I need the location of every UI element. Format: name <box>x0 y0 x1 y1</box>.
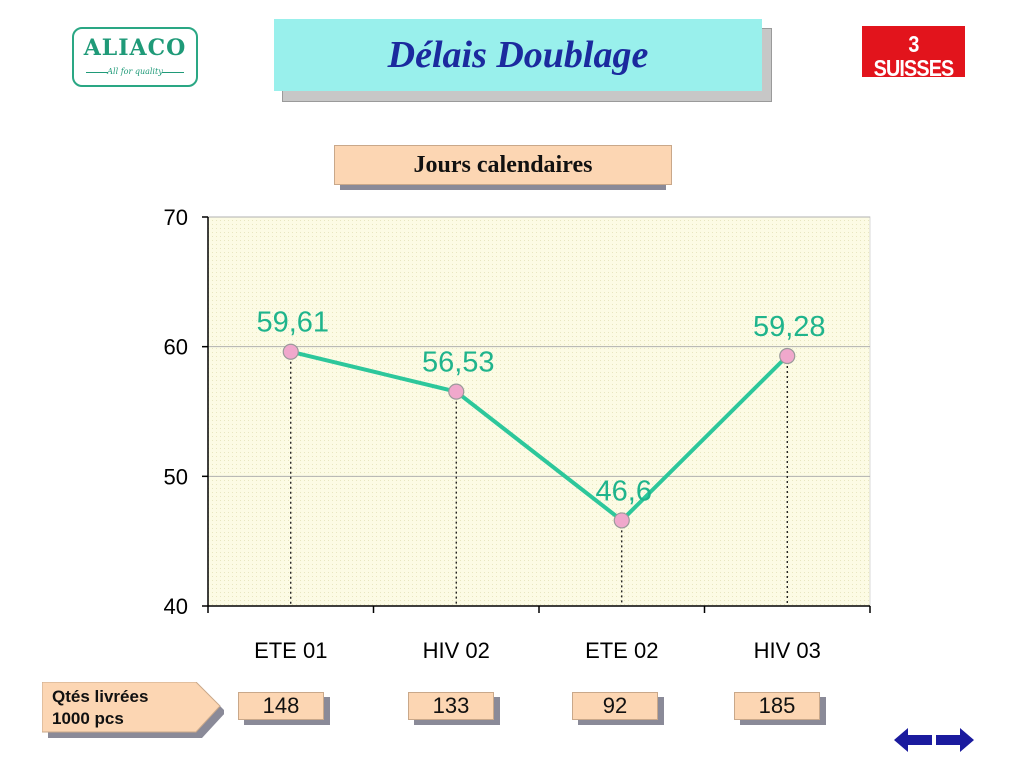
y-tick-label: 70 <box>164 205 188 230</box>
quantity-box: 92 <box>572 692 658 720</box>
quantity-box: 148 <box>238 692 324 720</box>
y-tick-label: 60 <box>164 335 188 360</box>
aliaco-logo-tagline: All for quality <box>107 67 163 76</box>
x-tick-label: ETE 02 <box>585 638 658 663</box>
y-tick-label: 50 <box>164 464 188 489</box>
data-point <box>282 343 299 360</box>
3suisses-logo: 3 SUISSES Le Chouchou <box>862 26 965 90</box>
quantity-box: 133 <box>408 692 494 720</box>
data-point <box>613 512 630 529</box>
quantity-box: 185 <box>734 692 820 720</box>
logo-rule-left <box>86 72 108 73</box>
chart-subtitle: Jours calendaires <box>413 151 593 178</box>
quantities-label: Qtés livrées 1000 pcs <box>42 682 224 738</box>
data-point <box>448 383 465 400</box>
aliaco-logo-name: ALIACO <box>83 35 187 61</box>
quantities-label-shape <box>42 682 221 733</box>
title-banner: Délais Doublage <box>274 19 762 91</box>
plot-area <box>207 216 871 607</box>
y-tick-label: 40 <box>164 594 188 619</box>
quantities-label-line2: 1000 pcs <box>52 709 124 728</box>
arrow-left-icon[interactable] <box>894 726 932 754</box>
x-tick-label: HIV 03 <box>754 638 821 663</box>
subtitle-box: Jours calendaires <box>334 145 672 185</box>
x-tick-label: HIV 02 <box>423 638 490 663</box>
arrow-right-icon[interactable] <box>936 726 974 754</box>
3suisses-logo-name: 3 SUISSES <box>873 31 955 81</box>
data-label: 59,61 <box>256 307 329 339</box>
aliaco-logo: ALIACO All for quality <box>72 27 198 87</box>
data-label: 56,53 <box>422 347 495 379</box>
3suisses-logo-tagline: Le Chouchou <box>895 80 956 90</box>
logo-rule-right <box>162 72 184 73</box>
data-point <box>779 347 796 365</box>
data-label: 46,6 <box>596 475 652 507</box>
series-line <box>290 349 789 523</box>
x-tick-label: ETE 01 <box>254 638 327 663</box>
quantities-label-line1: Qtés livrées <box>52 687 148 706</box>
data-label: 59,28 <box>753 311 826 343</box>
page-title: Délais Doublage <box>387 34 649 76</box>
